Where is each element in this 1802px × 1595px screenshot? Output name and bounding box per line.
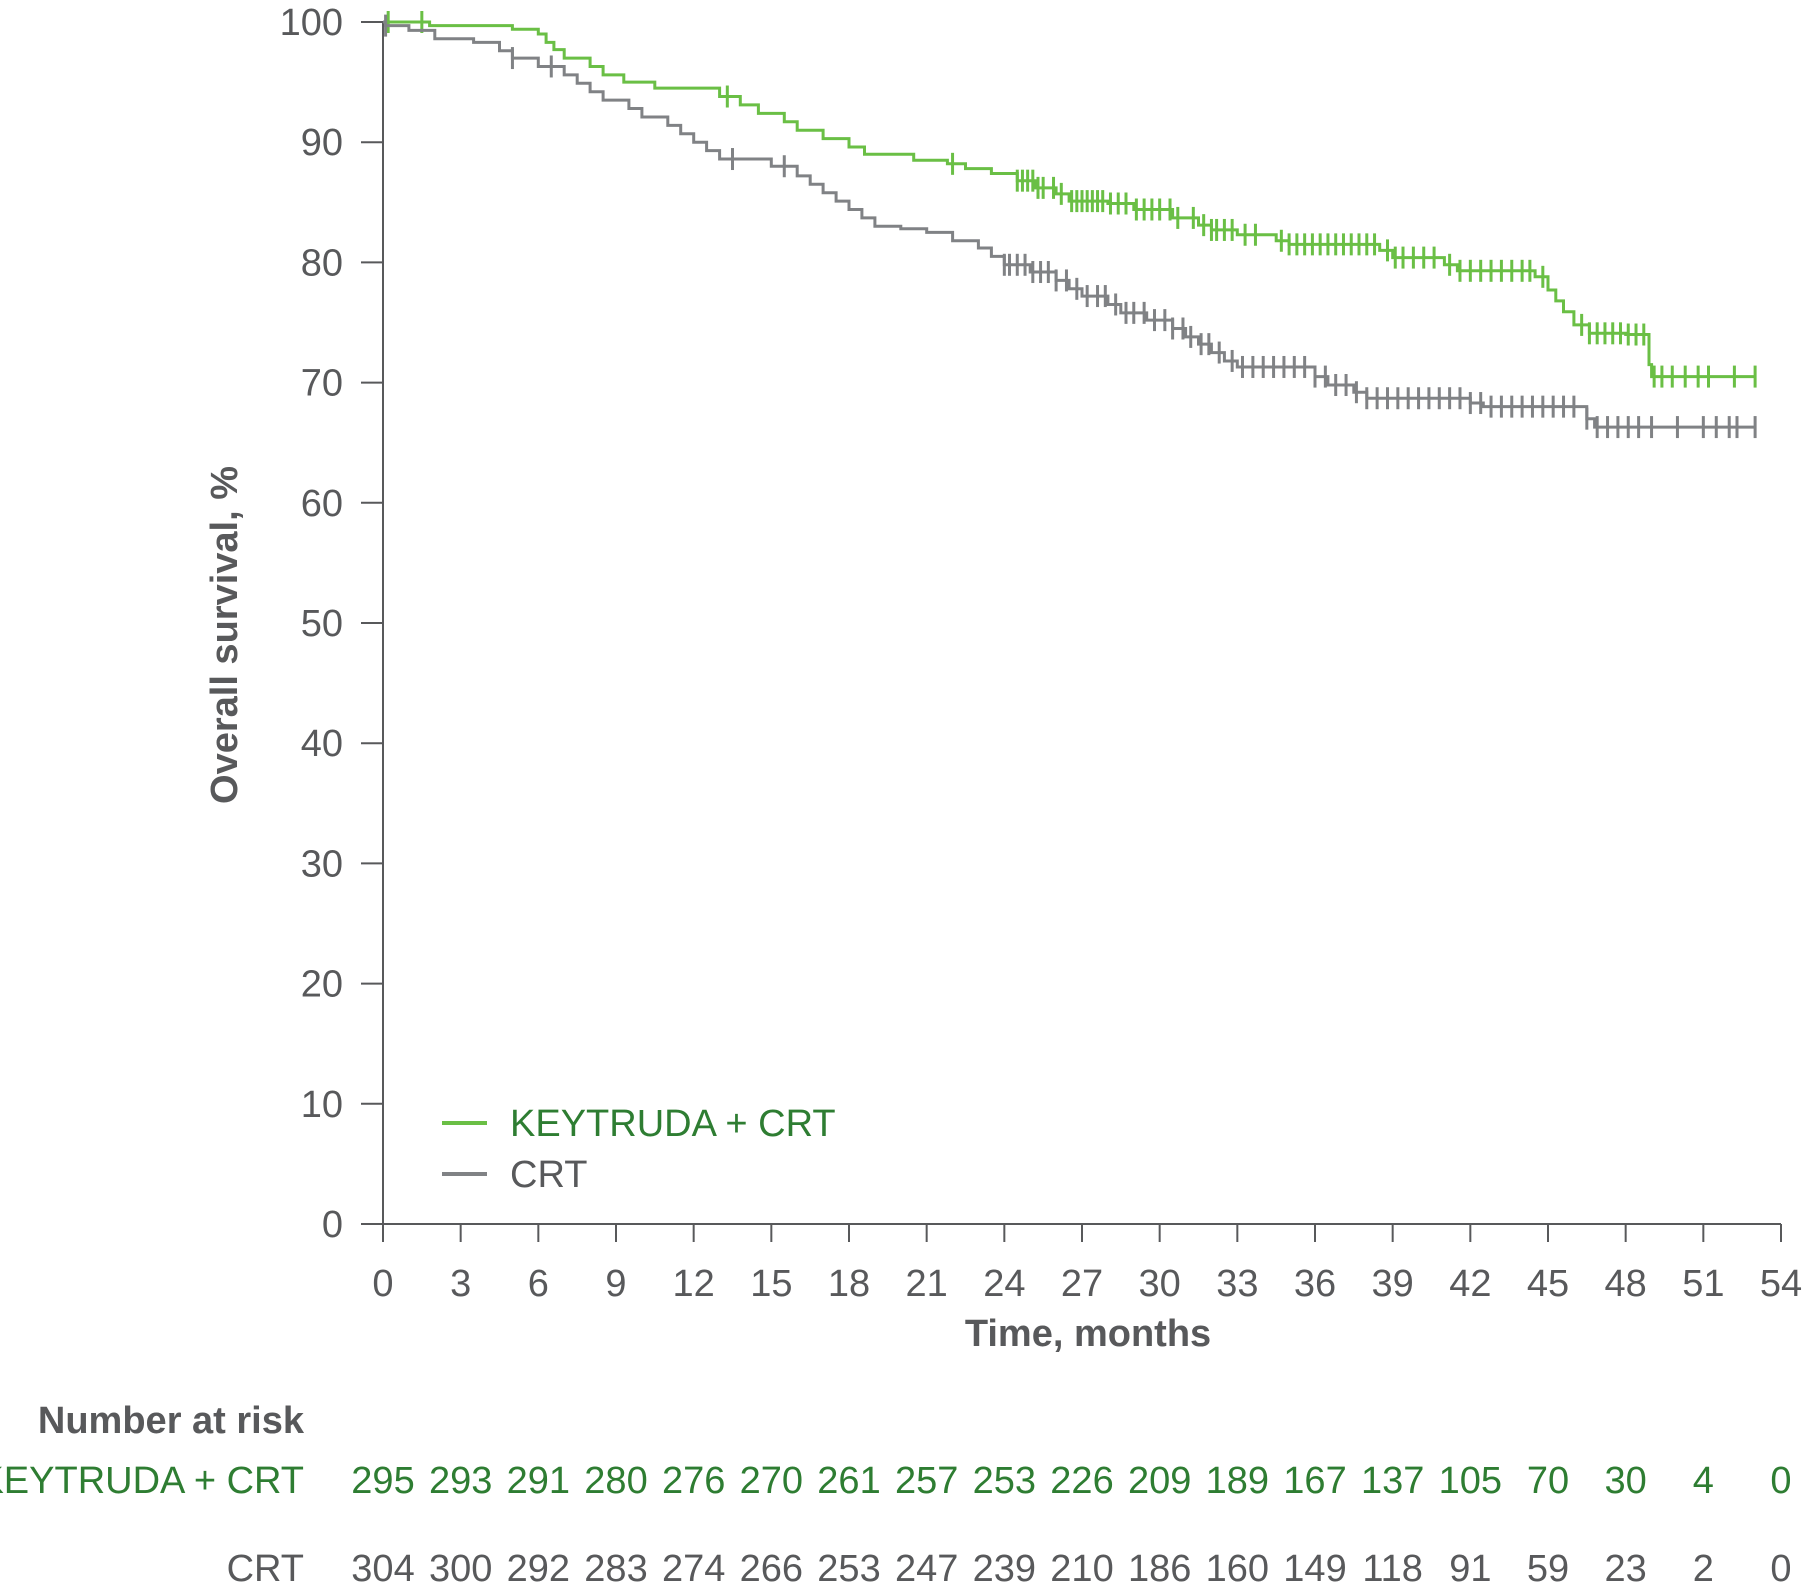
censor-marks-keytruda <box>386 11 1757 388</box>
x-tick-label: 27 <box>1061 1263 1103 1305</box>
risk-value-keytruda: 257 <box>895 1460 958 1502</box>
y-tick-label: 40 <box>301 723 343 765</box>
risk-value-crt: 253 <box>817 1548 880 1590</box>
x-tick-label: 30 <box>1139 1263 1181 1305</box>
risk-value-keytruda: 189 <box>1206 1460 1269 1502</box>
x-tick-label: 6 <box>528 1263 549 1305</box>
legend-label-crt: CRT <box>510 1154 587 1196</box>
x-tick-label: 0 <box>372 1263 393 1305</box>
risk-table-values: 295 293 291 280 276 270 261 257 253 226 209 189 167 1… <box>351 1460 1791 1590</box>
risk-value-crt: 266 <box>740 1548 803 1590</box>
risk-value-crt: 149 <box>1283 1548 1346 1590</box>
risk-value-crt: 186 <box>1128 1548 1191 1590</box>
censor-marks-crt <box>384 14 1757 439</box>
risk-row-label-crt: CRT <box>227 1548 304 1590</box>
risk-row-label-keytruda: KEYTRUDA + CRT <box>0 1460 304 1502</box>
risk-value-keytruda: 261 <box>817 1460 880 1502</box>
legend: KEYTRUDA + CRT CRT <box>442 1103 836 1196</box>
risk-value-crt: 2 <box>1693 1548 1714 1590</box>
y-axis-title: Overall survival, % <box>204 466 246 804</box>
x-tick-label: 24 <box>983 1263 1025 1305</box>
y-tick-label: 50 <box>301 603 343 645</box>
risk-value-keytruda: 226 <box>1050 1460 1113 1502</box>
x-tick-label: 48 <box>1605 1263 1647 1305</box>
risk-value-keytruda: 0 <box>1770 1460 1791 1502</box>
y-tick-label: 70 <box>301 363 343 405</box>
x-tick-label: 18 <box>828 1263 870 1305</box>
risk-value-keytruda: 270 <box>740 1460 803 1502</box>
x-tick-label: 39 <box>1372 1263 1414 1305</box>
risk-value-crt: 283 <box>584 1548 647 1590</box>
survival-curve-crt <box>383 20 1756 429</box>
risk-value-keytruda: 291 <box>507 1460 570 1502</box>
risk-value-keytruda: 70 <box>1527 1460 1569 1502</box>
y-tick-label: 80 <box>301 242 343 284</box>
risk-value-keytruda: 253 <box>973 1460 1036 1502</box>
risk-value-keytruda: 105 <box>1439 1460 1502 1502</box>
x-tick-label: 21 <box>906 1263 948 1305</box>
risk-value-keytruda: 167 <box>1283 1460 1346 1502</box>
x-tick-label: 12 <box>673 1263 715 1305</box>
risk-value-keytruda: 293 <box>429 1460 492 1502</box>
x-axis-title: Time, months <box>965 1313 1211 1355</box>
legend-label-keytruda: KEYTRUDA + CRT <box>510 1103 836 1145</box>
y-tick-label: 20 <box>301 964 343 1006</box>
risk-value-crt: 239 <box>973 1548 1036 1590</box>
x-tick-label: 54 <box>1760 1263 1802 1305</box>
x-tick-label: 36 <box>1294 1263 1336 1305</box>
risk-value-crt: 247 <box>895 1548 958 1590</box>
x-tick-label: 51 <box>1682 1263 1724 1305</box>
risk-value-crt: 210 <box>1050 1548 1113 1590</box>
y-tick-label: 30 <box>301 843 343 885</box>
x-tick-label: 33 <box>1216 1263 1258 1305</box>
risk-value-keytruda: 295 <box>351 1460 414 1502</box>
risk-value-crt: 91 <box>1449 1548 1491 1590</box>
risk-value-keytruda: 30 <box>1605 1460 1647 1502</box>
y-tick-label: 60 <box>301 483 343 525</box>
risk-value-crt: 274 <box>662 1548 725 1590</box>
risk-value-crt: 292 <box>507 1548 570 1590</box>
risk-table-title: Number at risk <box>38 1400 305 1442</box>
x-tick-label: 42 <box>1449 1263 1491 1305</box>
risk-value-crt: 304 <box>351 1548 414 1590</box>
survival-curve-keytruda <box>383 20 1756 379</box>
risk-value-crt: 59 <box>1527 1548 1569 1590</box>
risk-value-keytruda: 4 <box>1693 1460 1714 1502</box>
risk-value-keytruda: 276 <box>662 1460 725 1502</box>
risk-value-crt: 23 <box>1605 1548 1647 1590</box>
risk-value-crt: 300 <box>429 1548 492 1590</box>
x-tick-label: 45 <box>1527 1263 1569 1305</box>
x-tick-label: 3 <box>450 1263 471 1305</box>
y-tick-label: 90 <box>301 122 343 164</box>
y-tick-label: 10 <box>301 1084 343 1126</box>
y-tick-label: 0 <box>322 1204 343 1246</box>
risk-value-crt: 160 <box>1206 1548 1269 1590</box>
risk-value-keytruda: 280 <box>584 1460 647 1502</box>
risk-value-keytruda: 137 <box>1361 1460 1424 1502</box>
y-tick-label: 100 <box>280 2 343 44</box>
risk-value-crt: 118 <box>1362 1548 1423 1590</box>
x-tick-label: 9 <box>605 1263 626 1305</box>
x-tick-label: 15 <box>750 1263 792 1305</box>
series <box>383 11 1757 439</box>
risk-value-crt: 0 <box>1770 1548 1791 1590</box>
risk-value-keytruda: 209 <box>1128 1460 1191 1502</box>
